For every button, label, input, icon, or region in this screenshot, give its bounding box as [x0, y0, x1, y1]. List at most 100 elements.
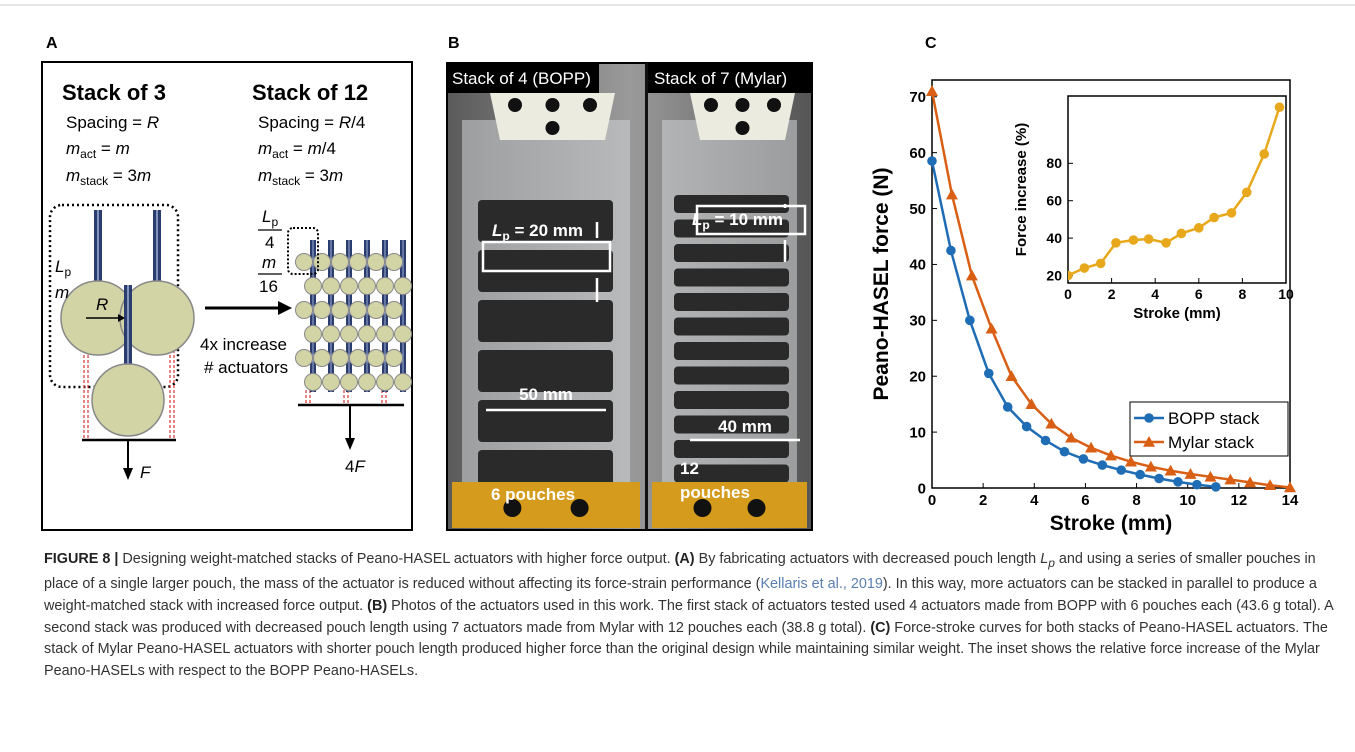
pouch [331, 349, 349, 367]
y-axis-label: Force increase (%) [1013, 123, 1030, 256]
legend-label: BOPP stack [1168, 409, 1260, 428]
pouch [295, 349, 313, 367]
pouch [313, 301, 331, 319]
bolt [735, 98, 750, 112]
pouch-count: pouches [680, 483, 750, 502]
pouch [385, 301, 403, 319]
x-tick-label: 6 [1081, 492, 1089, 509]
pouch [340, 325, 358, 343]
pouch [674, 244, 789, 262]
pouch [349, 301, 367, 319]
symbol: m [308, 139, 322, 158]
marker [946, 245, 956, 256]
x-tick-label: 10 [1179, 492, 1196, 509]
y-tick-label: 40 [1046, 230, 1062, 246]
x-tick-label: 0 [928, 492, 936, 509]
bolt [735, 121, 750, 135]
panel-b-labels: Stack of 4 (BOPP) Stack of 7 (Mylar) Lp … [447, 63, 812, 504]
marker [1211, 482, 1221, 492]
marker [1045, 417, 1058, 429]
bolt [545, 98, 560, 112]
text: /4 [351, 113, 365, 132]
plot-area [1067, 95, 1287, 284]
marker [1025, 398, 1038, 409]
pouch [313, 253, 331, 271]
caption-text: Designing weight-matched stacks of Peano… [118, 551, 675, 567]
marker [1078, 454, 1089, 464]
pouch [674, 342, 789, 360]
pouch [674, 293, 789, 311]
pouch [322, 277, 340, 295]
marker [1085, 441, 1098, 453]
x-tick-label: 10 [1278, 286, 1294, 302]
pouch [91, 363, 165, 437]
bolt [570, 499, 589, 517]
symbol: m [66, 166, 80, 185]
width-label: 40 mm [718, 417, 772, 436]
marker [1209, 212, 1219, 223]
base [652, 482, 807, 528]
symbol: L [692, 210, 702, 229]
bolt [704, 98, 718, 112]
pouch [674, 366, 789, 385]
pouch [478, 200, 613, 242]
length-symbol: Lp [262, 207, 278, 229]
marker [1176, 228, 1187, 239]
panel-ref: (C) [870, 619, 891, 636]
marker [1244, 476, 1257, 488]
denominator: 16 [259, 277, 278, 296]
pouch [478, 300, 613, 342]
pouch [331, 301, 349, 319]
panel-a: Stack of 3 Spacing = R mact = m mstack =… [48, 80, 412, 482]
caption-text: Force-stroke curves for both stacks of P… [44, 619, 1328, 679]
citation[interactable]: Kellaris et al., 2019 [760, 576, 883, 593]
marker [1154, 473, 1164, 484]
marker [1143, 234, 1154, 244]
pouch [674, 268, 789, 287]
pouch [674, 195, 789, 213]
marker [983, 368, 994, 379]
pouch [376, 373, 394, 391]
marker [1095, 258, 1106, 269]
pouch [313, 349, 331, 367]
caption-text: ). In this way, more actuators can be st… [44, 576, 1317, 615]
panel-label: B [448, 35, 460, 52]
text: Spacing = [66, 113, 147, 132]
x-axis-label: Stroke (mm) [1050, 512, 1173, 535]
y-tick-label: 50 [909, 201, 926, 218]
label-box [447, 63, 599, 93]
mass-act: mact = m [66, 139, 130, 161]
mass-stack: mstack = 3m [66, 166, 151, 188]
pouch-length: Lp = 20 mm [492, 221, 583, 243]
data-line [930, 160, 1216, 489]
marker [926, 85, 938, 96]
text: = [288, 139, 307, 158]
text: /4 [322, 139, 336, 158]
spacing: Spacing = R/4 [258, 113, 365, 132]
subscript: p [64, 265, 71, 279]
x-tick-label: 8 [1132, 492, 1140, 509]
marker [1241, 187, 1252, 198]
marker [1164, 464, 1177, 476]
x-tick-label: 2 [979, 492, 987, 509]
marker [1116, 465, 1127, 475]
base [452, 482, 640, 528]
pouch [674, 415, 789, 434]
x-tick-label: 4 [1030, 492, 1039, 509]
bolt [747, 499, 766, 517]
subscript: act [80, 147, 97, 161]
pouch [304, 325, 322, 343]
pouch [394, 373, 412, 391]
subscript: act [272, 147, 289, 161]
pouch [376, 325, 394, 343]
x-tick-label: 6 [1195, 286, 1203, 302]
marker [985, 322, 998, 334]
pouch [376, 277, 394, 295]
y-tick-label: 40 [909, 257, 926, 274]
stack-title: Stack of 12 [252, 80, 368, 105]
panel-b [446, 62, 813, 531]
pouch-length: Lp = 10 mm [692, 210, 783, 232]
annotation: # actuators [204, 358, 288, 377]
arrow-head [123, 468, 133, 480]
y-tick-label: 20 [909, 368, 926, 385]
